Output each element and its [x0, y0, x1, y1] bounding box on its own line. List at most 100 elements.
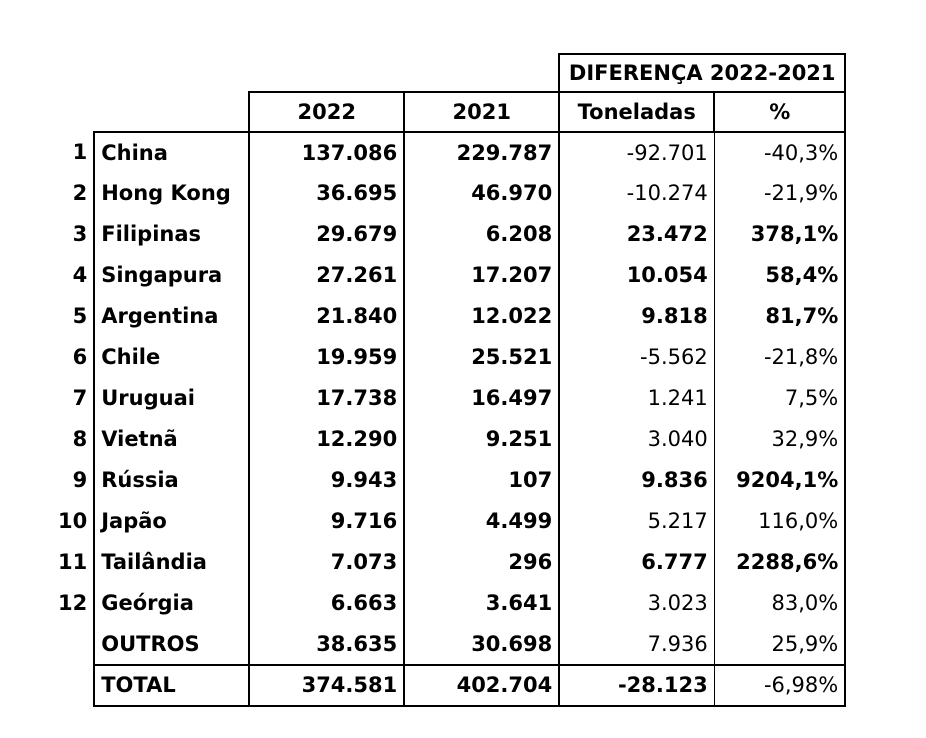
value-2021-cell: 16.497 [404, 378, 561, 419]
country-cell: Uruguai [93, 378, 251, 419]
value-2022-cell: 19.959 [249, 337, 406, 378]
col-header-2022: 2022 [248, 91, 406, 133]
country-cell: Chile [93, 337, 251, 378]
others-2022-cell: 38.635 [249, 624, 406, 665]
country-cell: Filipinas [93, 214, 251, 255]
value-2021-cell: 46.970 [404, 173, 561, 214]
value-2022-cell: 29.679 [249, 214, 406, 255]
diff-pct-cell: 81,7% [714, 296, 847, 337]
diff-tons-cell: 3.040 [559, 419, 715, 460]
others-tons-cell: 7.936 [559, 624, 715, 665]
country-cell: China [93, 131, 251, 173]
rank-cell: 9 [72, 468, 88, 492]
diff-pct-cell: 116,0% [714, 501, 847, 542]
table-row: 6 Chile 19.959 25.521 -5.562 -21,8% [52, 337, 847, 378]
rank-cell: 12 [58, 591, 88, 615]
value-2021-cell: 6.208 [404, 214, 561, 255]
diff-tons-cell: 1.241 [559, 378, 715, 419]
export-table: DIFERENÇA 2022-2021 2022 2021 Toneladas … [52, 53, 847, 707]
country-cell: Rússia [93, 460, 251, 501]
total-2022-cell: 374.581 [249, 664, 406, 707]
table-row: 2 Hong Kong 36.695 46.970 -10.274 -21,9% [52, 173, 847, 214]
table-row: 9 Rússia 9.943 107 9.836 9204,1% [52, 460, 847, 501]
others-pct-cell: 25,9% [714, 624, 847, 665]
rank-cell [52, 624, 94, 665]
table-row: 8 Vietnã 12.290 9.251 3.040 32,9% [52, 419, 847, 460]
col-header-2021: 2021 [403, 91, 561, 133]
table-row: 3 Filipinas 29.679 6.208 23.472 378,1% [52, 214, 847, 255]
total-row: TOTAL 374.581 402.704 -28.123 -6,98% [52, 664, 847, 707]
header-row-columns: 2022 2021 Toneladas % [52, 91, 847, 133]
diff-pct-cell: 83,0% [714, 583, 847, 624]
table-row: 11 Tailândia 7.073 296 6.777 2288,6% [52, 542, 847, 583]
diff-pct-cell: -21,9% [714, 173, 847, 214]
country-cell: Hong Kong [93, 173, 251, 214]
diff-pct-cell: 9204,1% [714, 460, 847, 501]
diff-tons-cell: 5.217 [559, 501, 715, 542]
diff-pct-cell: 58,4% [714, 255, 847, 296]
diff-pct-cell: 32,9% [714, 419, 847, 460]
table-row: 10 Japão 9.716 4.499 5.217 116,0% [52, 501, 847, 542]
value-2021-cell: 296 [404, 542, 561, 583]
diff-tons-cell: -10.274 [559, 173, 715, 214]
value-2022-cell: 6.663 [249, 583, 406, 624]
country-cell: Argentina [93, 296, 251, 337]
value-2021-cell: 12.022 [404, 296, 561, 337]
rank-cell: 1 [72, 140, 88, 164]
total-tons-cell: -28.123 [559, 664, 715, 707]
col-header-pct: % [713, 91, 847, 133]
value-2021-cell: 17.207 [404, 255, 561, 296]
diff-tons-cell: 9.836 [559, 460, 715, 501]
rank-cell: 4 [72, 263, 88, 287]
rank-cell: 3 [72, 222, 88, 246]
rank-cell [52, 665, 94, 706]
table-row: 7 Uruguai 17.738 16.497 1.241 7,5% [52, 378, 847, 419]
others-2021-cell: 30.698 [404, 624, 561, 665]
diff-tons-cell: 6.777 [559, 542, 715, 583]
value-2021-cell: 9.251 [404, 419, 561, 460]
diff-tons-cell: 9.818 [559, 296, 715, 337]
country-cell: Singapura [93, 255, 251, 296]
total-label: TOTAL [93, 664, 251, 707]
value-2022-cell: 9.943 [249, 460, 406, 501]
country-cell: Tailândia [93, 542, 251, 583]
diff-pct-cell: -21,8% [714, 337, 847, 378]
value-2021-cell: 107 [404, 460, 561, 501]
value-2021-cell: 4.499 [404, 501, 561, 542]
diff-tons-cell: 10.054 [559, 255, 715, 296]
value-2022-cell: 36.695 [249, 173, 406, 214]
diff-pct-cell: 2288,6% [714, 542, 847, 583]
table-row: 1 China 137.086 229.787 -92.701 -40,3% [52, 131, 847, 173]
diff-pct-cell: 378,1% [714, 214, 847, 255]
table-row: 4 Singapura 27.261 17.207 10.054 58,4% [52, 255, 847, 296]
rank-cell: 5 [72, 304, 88, 328]
value-2022-cell: 9.716 [249, 501, 406, 542]
rank-cell: 11 [58, 550, 88, 574]
header-row-group: DIFERENÇA 2022-2021 [52, 53, 847, 93]
diff-pct-cell: -40,3% [714, 131, 847, 173]
difference-group-header: DIFERENÇA 2022-2021 [558, 53, 847, 93]
value-2022-cell: 17.738 [249, 378, 406, 419]
diff-tons-cell: -92.701 [559, 131, 715, 173]
value-2022-cell: 7.073 [249, 542, 406, 583]
value-2022-cell: 12.290 [249, 419, 406, 460]
rank-cell: 2 [72, 181, 88, 205]
others-row: OUTROS 38.635 30.698 7.936 25,9% [52, 624, 847, 665]
rank-cell: 7 [72, 386, 88, 410]
country-cell: Geórgia [93, 583, 251, 624]
rank-cell: 6 [72, 345, 88, 369]
diff-pct-cell: 7,5% [714, 378, 847, 419]
col-header-tons: Toneladas [558, 91, 716, 133]
diff-tons-cell: -5.562 [559, 337, 715, 378]
value-2021-cell: 229.787 [404, 131, 561, 173]
country-cell: Japão [93, 501, 251, 542]
value-2022-cell: 137.086 [249, 131, 406, 173]
table-row: 12 Geórgia 6.663 3.641 3.023 83,0% [52, 583, 847, 624]
value-2021-cell: 3.641 [404, 583, 561, 624]
diff-tons-cell: 23.472 [559, 214, 715, 255]
others-label: OUTROS [93, 624, 251, 665]
value-2022-cell: 27.261 [249, 255, 406, 296]
rank-cell: 8 [72, 427, 88, 451]
total-pct-cell: -6,98% [714, 664, 847, 707]
table-row: 5 Argentina 21.840 12.022 9.818 81,7% [52, 296, 847, 337]
